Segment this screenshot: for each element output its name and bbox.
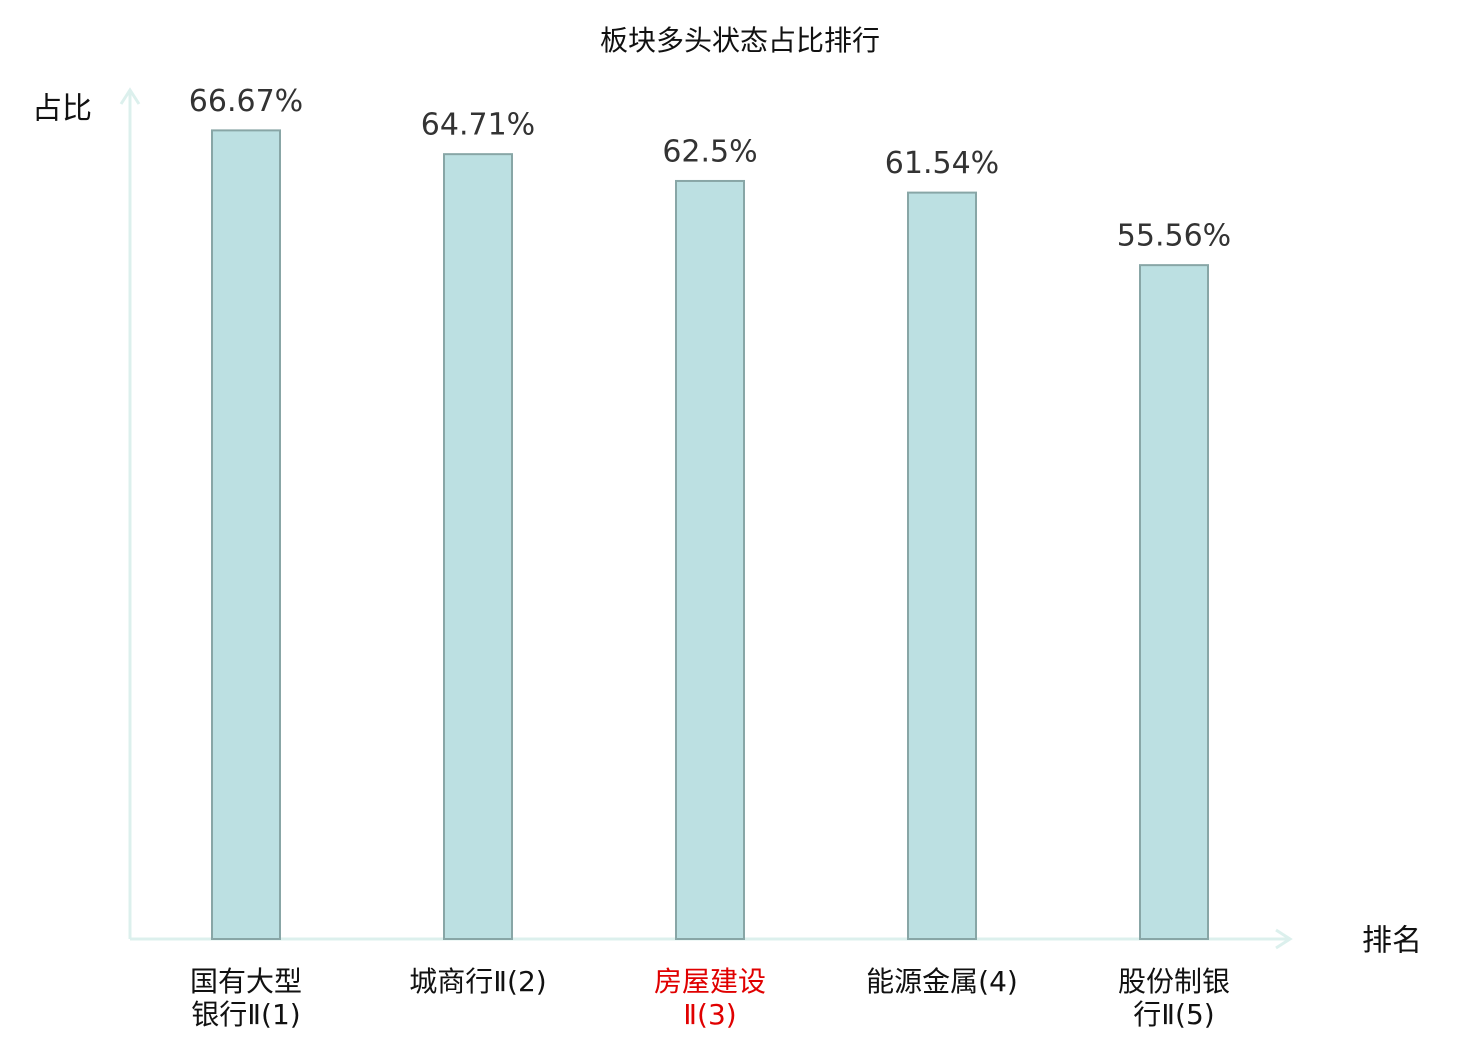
x-tick-label: 房屋建设 Ⅱ(3)	[653, 965, 766, 1031]
x-tick-label: 国有大型 银行Ⅱ(1)	[189, 965, 302, 1031]
bar	[443, 153, 513, 940]
value-label: 66.67%	[189, 84, 303, 119]
chart-title: 板块多头状态占比排行	[600, 24, 880, 57]
value-label: 61.54%	[885, 146, 999, 181]
x-tick-label: 城商行Ⅱ(2)	[409, 965, 547, 998]
x-axis-arrow	[1275, 928, 1293, 950]
value-label: 64.71%	[421, 108, 535, 143]
x-tick-label: 能源金属(4)	[866, 965, 1018, 998]
value-label: 55.56%	[1117, 219, 1231, 254]
bar	[211, 129, 281, 941]
x-tick-label: 股份制银 行Ⅱ(5)	[1117, 965, 1230, 1031]
y-axis-arrow	[119, 87, 141, 105]
bar	[675, 179, 745, 940]
x-axis-label: 排名	[1362, 924, 1422, 959]
value-label: 62.5%	[662, 134, 757, 169]
bar	[1139, 264, 1209, 940]
y-axis-label: 占比	[32, 92, 92, 127]
bar	[907, 191, 977, 940]
